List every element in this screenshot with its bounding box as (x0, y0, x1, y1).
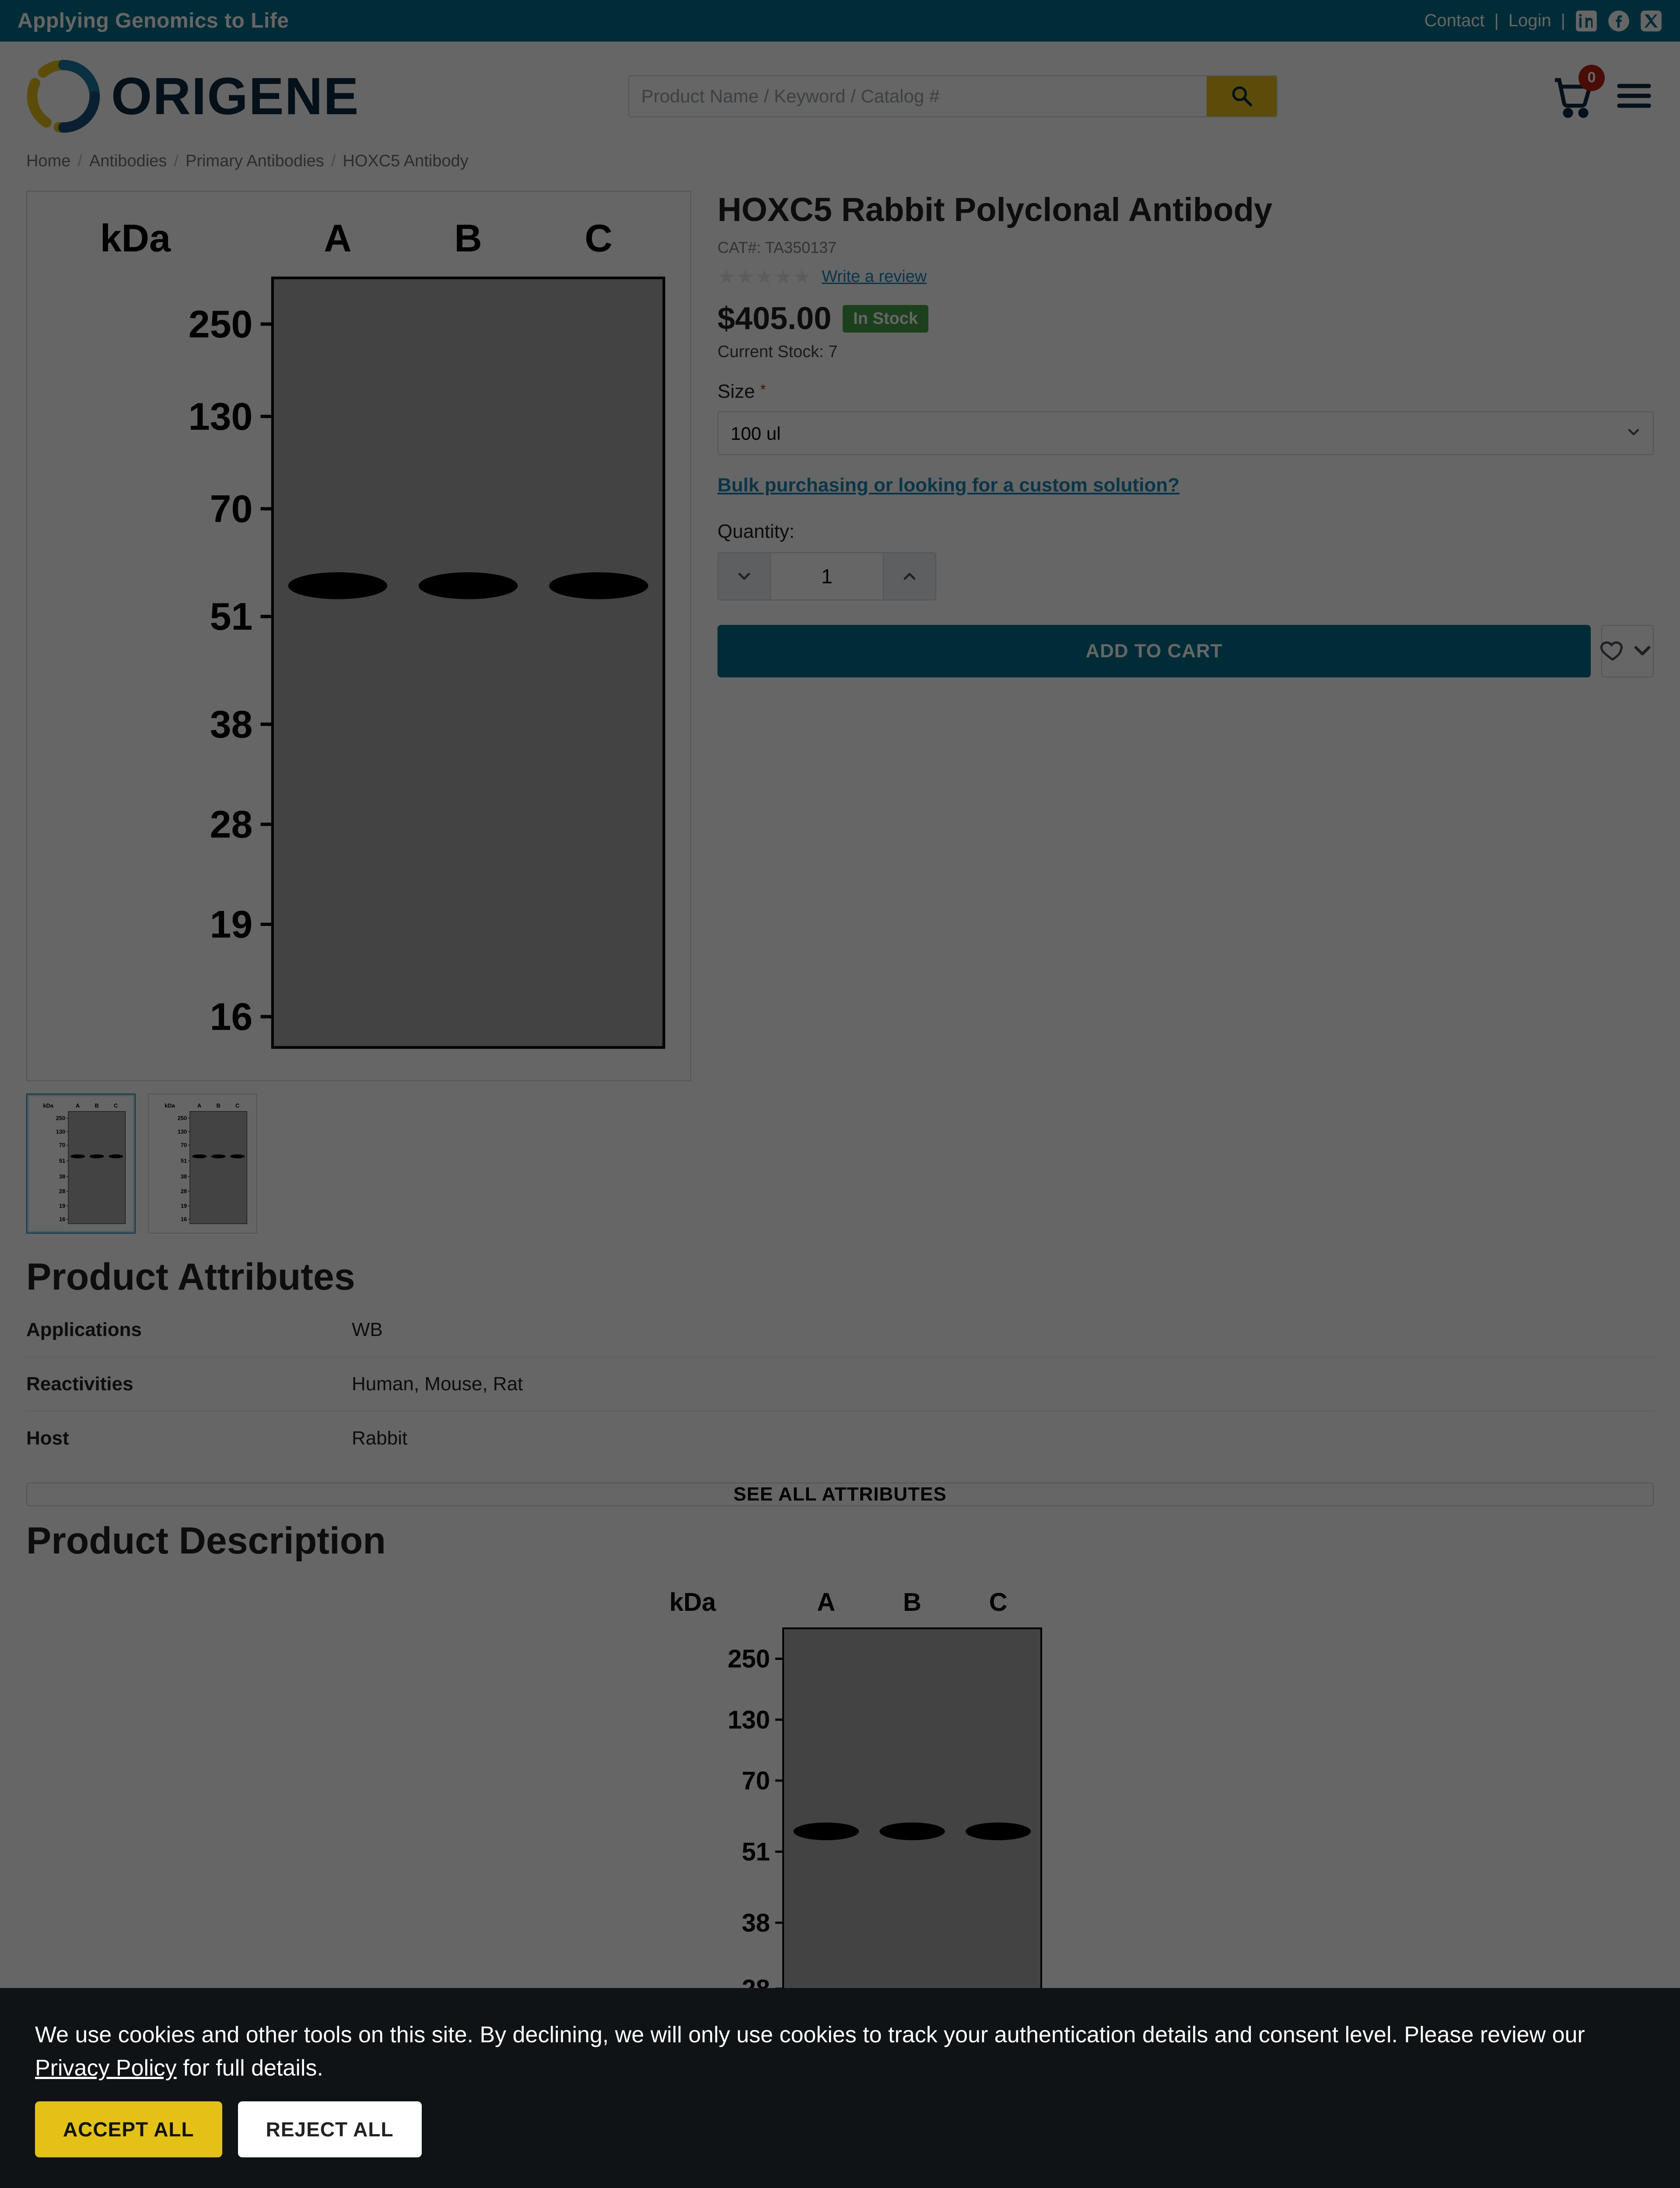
cookie-text-prefix: We use cookies and other tools on this s… (35, 2022, 1585, 2048)
cookie-overlay: We use cookies and other tools on this s… (0, 0, 1680, 2188)
cookie-accept-button[interactable]: ACCEPT ALL (35, 2101, 222, 2157)
privacy-policy-link[interactable]: Privacy Policy (35, 2055, 177, 2081)
cookie-reject-button[interactable]: REJECT ALL (238, 2101, 422, 2157)
cookie-text: We use cookies and other tools on this s… (35, 2019, 1645, 2085)
cookie-panel: We use cookies and other tools on this s… (0, 1988, 1680, 2188)
cookie-actions: ACCEPT ALL REJECT ALL (35, 2101, 1645, 2157)
cookie-text-suffix: for full details. (183, 2055, 323, 2081)
